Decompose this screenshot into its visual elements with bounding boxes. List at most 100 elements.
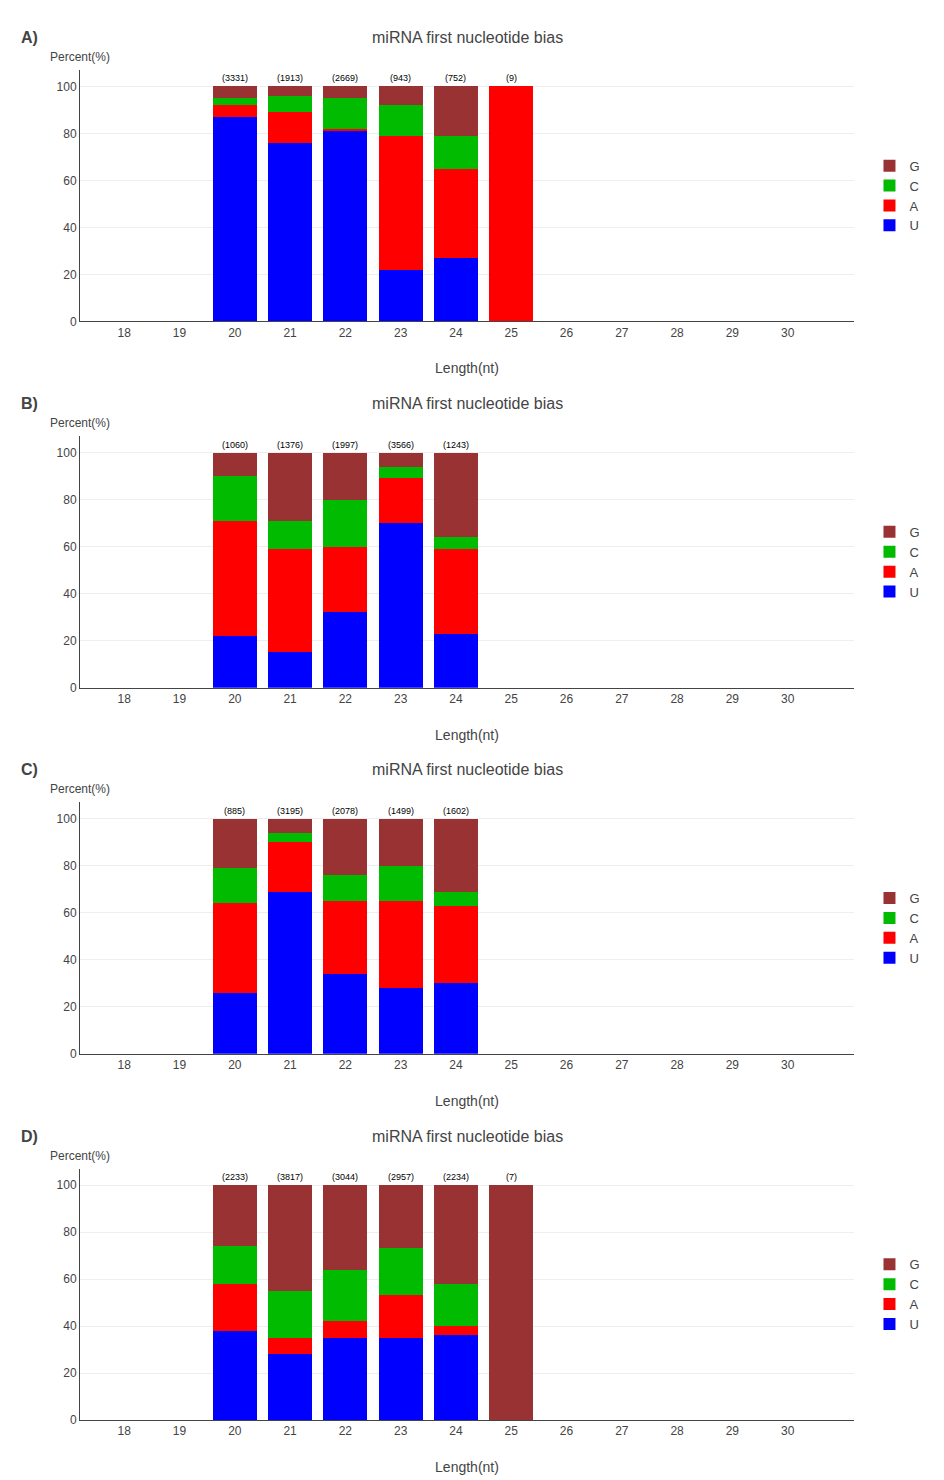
svg-text:A: A (909, 199, 918, 214)
svg-text:29: 29 (726, 326, 740, 340)
svg-text:(3195): (3195) (277, 806, 303, 816)
svg-text:Percent(%): Percent(%) (50, 416, 110, 430)
svg-text:40: 40 (63, 953, 77, 967)
svg-text:19: 19 (173, 692, 187, 706)
svg-text:23: 23 (394, 692, 408, 706)
svg-text:U: U (909, 1317, 918, 1332)
svg-text:20: 20 (228, 1058, 242, 1072)
svg-text:40: 40 (63, 221, 77, 235)
svg-text:18: 18 (118, 326, 132, 340)
svg-text:18: 18 (118, 1058, 132, 1072)
svg-text:G: G (909, 891, 919, 906)
svg-text:24: 24 (449, 692, 463, 706)
svg-text:(1997): (1997) (332, 440, 358, 450)
svg-text:20: 20 (63, 1366, 77, 1380)
svg-text:0: 0 (70, 315, 77, 329)
svg-text:26: 26 (560, 1058, 574, 1072)
svg-text:(3566): (3566) (388, 440, 414, 450)
svg-text:U: U (909, 218, 918, 233)
svg-text:60: 60 (63, 906, 77, 920)
svg-text:U: U (909, 585, 918, 600)
svg-text:Length(nt): Length(nt) (435, 727, 499, 743)
svg-text:(1913): (1913) (277, 73, 303, 83)
svg-text:(1602): (1602) (443, 806, 469, 816)
svg-text:Percent(%): Percent(%) (50, 1149, 110, 1163)
svg-text:(1060): (1060) (222, 440, 248, 450)
svg-text:G: G (909, 159, 919, 174)
svg-text:D): D) (21, 1128, 38, 1145)
svg-text:80: 80 (63, 1225, 77, 1239)
svg-text:26: 26 (560, 326, 574, 340)
svg-text:28: 28 (670, 1424, 684, 1438)
svg-text:22: 22 (339, 1424, 353, 1438)
svg-text:27: 27 (615, 1424, 629, 1438)
svg-text:Percent(%): Percent(%) (50, 782, 110, 796)
svg-text:27: 27 (615, 326, 629, 340)
svg-text:(2957): (2957) (388, 1172, 414, 1182)
svg-text:A: A (909, 931, 918, 946)
svg-text:B): B) (21, 395, 38, 412)
svg-text:80: 80 (63, 493, 77, 507)
svg-text:20: 20 (63, 268, 77, 282)
svg-text:60: 60 (63, 1272, 77, 1286)
svg-text:19: 19 (173, 326, 187, 340)
svg-text:28: 28 (670, 692, 684, 706)
svg-text:20: 20 (228, 1424, 242, 1438)
svg-text:24: 24 (449, 1424, 463, 1438)
svg-text:Length(nt): Length(nt) (435, 1093, 499, 1109)
svg-text:30: 30 (781, 326, 795, 340)
svg-text:25: 25 (505, 326, 519, 340)
svg-text:100: 100 (57, 80, 77, 94)
svg-text:24: 24 (449, 326, 463, 340)
svg-text:30: 30 (781, 1424, 795, 1438)
svg-text:26: 26 (560, 692, 574, 706)
svg-text:(2669): (2669) (332, 73, 358, 83)
svg-text:20: 20 (228, 692, 242, 706)
svg-text:(2234): (2234) (443, 1172, 469, 1182)
svg-text:27: 27 (615, 692, 629, 706)
svg-text:(1499): (1499) (388, 806, 414, 816)
svg-text:(3331): (3331) (222, 73, 248, 83)
svg-text:60: 60 (63, 174, 77, 188)
svg-text:(752): (752) (445, 73, 466, 83)
svg-text:40: 40 (63, 1319, 77, 1333)
svg-text:G: G (909, 1257, 919, 1272)
svg-text:miRNA first nucleotide bias: miRNA first nucleotide bias (372, 761, 563, 778)
svg-text:28: 28 (670, 326, 684, 340)
svg-text:C: C (909, 1277, 918, 1292)
svg-text:C): C) (21, 761, 38, 778)
svg-text:40: 40 (63, 587, 77, 601)
svg-text:G: G (909, 525, 919, 540)
svg-text:(3044): (3044) (332, 1172, 358, 1182)
svg-text:28: 28 (670, 1058, 684, 1072)
svg-text:22: 22 (339, 692, 353, 706)
svg-text:22: 22 (339, 1058, 353, 1072)
svg-text:80: 80 (63, 127, 77, 141)
svg-text:miRNA first nucleotide bias: miRNA first nucleotide bias (372, 1128, 563, 1145)
svg-text:24: 24 (449, 1058, 463, 1072)
svg-text:19: 19 (173, 1424, 187, 1438)
svg-text:100: 100 (57, 1178, 77, 1192)
svg-text:C: C (909, 545, 918, 560)
svg-text:Length(nt): Length(nt) (435, 1459, 499, 1475)
svg-text:100: 100 (57, 812, 77, 826)
svg-text:0: 0 (70, 1047, 77, 1061)
svg-text:miRNA first nucleotide bias: miRNA first nucleotide bias (372, 29, 563, 46)
svg-text:Percent(%): Percent(%) (50, 50, 110, 64)
svg-text:100: 100 (57, 446, 77, 460)
svg-text:U: U (909, 951, 918, 966)
svg-text:22: 22 (339, 326, 353, 340)
svg-text:20: 20 (228, 326, 242, 340)
svg-text:miRNA first nucleotide bias: miRNA first nucleotide bias (372, 395, 563, 412)
svg-text:Length(nt): Length(nt) (435, 360, 499, 376)
svg-text:30: 30 (781, 1058, 795, 1072)
svg-text:23: 23 (394, 1424, 408, 1438)
svg-text:19: 19 (173, 1058, 187, 1072)
svg-text:29: 29 (726, 1058, 740, 1072)
svg-text:21: 21 (283, 1058, 297, 1072)
svg-text:25: 25 (505, 1058, 519, 1072)
svg-text:(943): (943) (390, 73, 411, 83)
svg-text:20: 20 (63, 1000, 77, 1014)
svg-text:23: 23 (394, 326, 408, 340)
svg-text:25: 25 (505, 692, 519, 706)
